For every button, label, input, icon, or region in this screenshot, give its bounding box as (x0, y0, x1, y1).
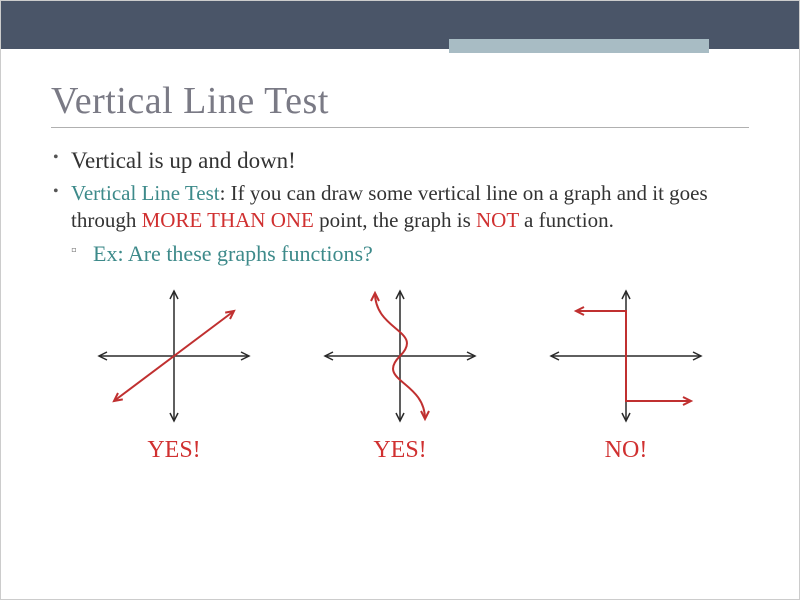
example-line: Ex: Are these graphs functions? (93, 240, 749, 269)
top-bar (1, 1, 799, 49)
graph-3-answer: NO! (541, 437, 711, 464)
bullet-2: Vertical Line Test: If you can draw some… (71, 180, 749, 235)
slide-content: Vertical Line Test Vertical is up and do… (1, 49, 799, 484)
bullet-2-lead: Vertical Line Test (71, 181, 220, 205)
graph-3: NO! (541, 281, 711, 464)
bullet-2-end: a function. (519, 208, 614, 232)
title-rule (51, 127, 749, 128)
slide-frame: Vertical Line Test Vertical is up and do… (0, 0, 800, 600)
slide-title: Vertical Line Test (51, 79, 749, 123)
graph-1-svg (89, 281, 259, 431)
graph-3-svg (541, 281, 711, 431)
bullet-1-text: Vertical is up and down! (71, 148, 296, 173)
example-text: Ex: Are these graphs functions? (93, 241, 373, 266)
top-accent (449, 39, 709, 53)
graph-2-svg (315, 281, 485, 431)
graph-2-answer: YES! (315, 437, 485, 464)
graphs-row: YES! YES! NO! (51, 281, 749, 464)
graph-2: YES! (315, 281, 485, 464)
bullet-2-red2: NOT (476, 208, 519, 232)
bullet-1: Vertical is up and down! (71, 146, 749, 176)
graph-1-answer: YES! (89, 437, 259, 464)
graph-1: YES! (89, 281, 259, 464)
bullet-list: Vertical is up and down! Vertical Line T… (51, 146, 749, 269)
bullet-2-red1: MORE THAN ONE (142, 208, 314, 232)
bullet-2-mid2: point, the graph is (314, 208, 476, 232)
